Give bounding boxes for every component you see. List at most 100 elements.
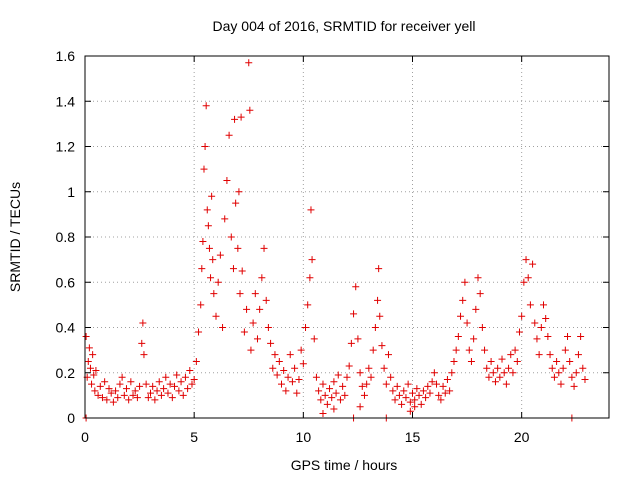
data-point bbox=[524, 274, 532, 282]
data-point bbox=[367, 373, 375, 381]
data-point bbox=[404, 380, 412, 388]
data-point bbox=[566, 357, 574, 365]
data-point bbox=[494, 364, 502, 372]
y-tick-label: 0.2 bbox=[56, 365, 76, 381]
data-point bbox=[299, 360, 307, 368]
data-point bbox=[192, 357, 200, 365]
data-point bbox=[411, 396, 419, 404]
data-point bbox=[515, 328, 523, 336]
data-point bbox=[269, 364, 277, 372]
data-point bbox=[105, 385, 113, 393]
data-point bbox=[307, 206, 315, 214]
data-point bbox=[572, 369, 580, 377]
data-point bbox=[448, 369, 456, 377]
data-point bbox=[149, 382, 157, 390]
x-tick-label: 0 bbox=[81, 429, 89, 445]
data-point bbox=[153, 387, 161, 395]
y-tick-label: 1 bbox=[67, 184, 75, 200]
data-point bbox=[92, 366, 100, 374]
data-point bbox=[245, 59, 253, 67]
data-point bbox=[441, 389, 449, 397]
data-point bbox=[173, 371, 181, 379]
data-point bbox=[214, 278, 222, 286]
data-point bbox=[144, 394, 152, 402]
data-point bbox=[229, 265, 237, 273]
data-point bbox=[275, 357, 283, 365]
data-point bbox=[509, 369, 517, 377]
data-point bbox=[437, 396, 445, 404]
data-point bbox=[133, 394, 141, 402]
data-point bbox=[286, 351, 294, 359]
data-point bbox=[446, 387, 454, 395]
data-point bbox=[533, 335, 541, 343]
x-tick-label: 5 bbox=[190, 429, 198, 445]
y-tick-label: 0.4 bbox=[56, 320, 76, 336]
data-point bbox=[317, 396, 325, 404]
data-point bbox=[548, 364, 556, 372]
data-point bbox=[564, 333, 572, 341]
data-point bbox=[354, 335, 362, 343]
data-point bbox=[190, 376, 198, 384]
data-point bbox=[498, 355, 506, 363]
data-point bbox=[91, 387, 99, 395]
data-point bbox=[207, 274, 215, 282]
data-point bbox=[171, 382, 179, 390]
data-point bbox=[581, 376, 589, 384]
data-point bbox=[550, 373, 558, 381]
data-point bbox=[86, 364, 94, 372]
data-point bbox=[258, 274, 266, 282]
data-point bbox=[278, 380, 285, 388]
data-point bbox=[520, 278, 528, 286]
y-tick-label: 1.6 bbox=[56, 48, 76, 64]
data-point bbox=[240, 328, 248, 336]
data-point bbox=[417, 400, 425, 408]
y-tick-label: 0 bbox=[67, 410, 75, 426]
data-point bbox=[535, 351, 543, 359]
data-point bbox=[293, 389, 301, 397]
data-point bbox=[553, 357, 561, 365]
data-point bbox=[118, 373, 126, 381]
data-point bbox=[345, 362, 353, 370]
data-point bbox=[271, 351, 279, 359]
data-point bbox=[136, 382, 144, 390]
data-point bbox=[356, 369, 364, 377]
data-point bbox=[544, 333, 552, 341]
data-point bbox=[297, 346, 305, 354]
data-point bbox=[125, 396, 133, 404]
data-point bbox=[107, 389, 115, 397]
data-point bbox=[200, 165, 208, 173]
data-point bbox=[84, 357, 92, 365]
data-point bbox=[201, 143, 209, 150]
data-point bbox=[234, 244, 242, 252]
data-point bbox=[457, 312, 465, 320]
data-point bbox=[328, 394, 336, 402]
data-point bbox=[319, 380, 327, 388]
data-point bbox=[151, 396, 159, 404]
data-point bbox=[424, 382, 432, 390]
data-point bbox=[375, 265, 383, 273]
data-point bbox=[339, 382, 347, 390]
data-point bbox=[204, 222, 212, 230]
data-point bbox=[435, 391, 443, 399]
data-point bbox=[203, 206, 211, 214]
data-point bbox=[369, 346, 377, 354]
data-point bbox=[398, 400, 406, 408]
data-point bbox=[526, 301, 534, 309]
data-point bbox=[332, 389, 340, 397]
data-point bbox=[465, 346, 473, 354]
data-point bbox=[326, 385, 334, 393]
data-point bbox=[380, 364, 388, 372]
data-point bbox=[236, 290, 244, 298]
data-point bbox=[280, 366, 288, 374]
data-point bbox=[120, 391, 128, 399]
data-point bbox=[476, 290, 484, 298]
data-point bbox=[323, 400, 331, 408]
data-point bbox=[529, 260, 537, 268]
data-point bbox=[365, 364, 373, 372]
data-point bbox=[555, 369, 563, 377]
data-point bbox=[452, 346, 460, 354]
data-point bbox=[481, 346, 489, 354]
data-point bbox=[138, 339, 146, 347]
